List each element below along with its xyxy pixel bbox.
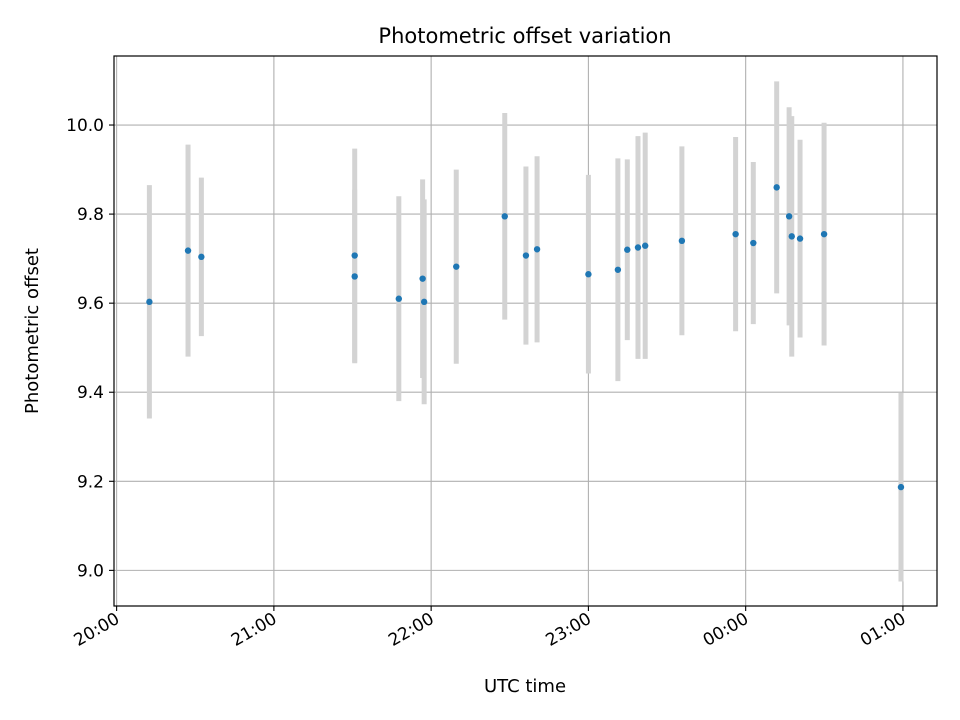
y-tick-label: 9.2 [77,472,104,492]
data-point [785,213,793,220]
data-point [501,213,508,220]
y-axis: 9.0 9.2 9.4 9.6 9.8 10.0 [66,116,114,581]
data-point [897,483,905,491]
data-point [641,242,649,249]
data-point [773,184,780,191]
data-point [634,244,642,251]
data-points [146,184,905,491]
data-point [146,298,153,306]
y-axis-label: Photometric offset [22,248,43,414]
data-point [351,252,358,259]
y-tick-label: 9.4 [77,383,104,403]
data-point [750,239,757,247]
data-point [198,253,205,261]
chart-title: Photometric offset variation [378,24,671,48]
data-point [533,246,541,253]
data-point [624,246,631,253]
y-tick-label: 10.0 [66,116,104,136]
data-point [796,235,804,242]
data-point [732,230,739,238]
data-point [614,266,622,273]
data-point [585,271,592,278]
data-point [820,230,828,238]
y-tick-label: 9.8 [77,205,104,225]
data-point [420,298,428,306]
x-axis-label: UTC time [484,676,566,697]
data-point [453,263,460,270]
data-point [351,273,358,280]
plot-frame [113,55,938,607]
y-tick-label: 9.0 [77,561,104,581]
y-tick-label: 9.6 [77,294,104,314]
data-point [184,247,192,254]
data-point [522,252,530,259]
data-point [678,237,686,245]
data-point [395,295,403,302]
data-point [419,275,426,282]
data-point [788,233,795,240]
